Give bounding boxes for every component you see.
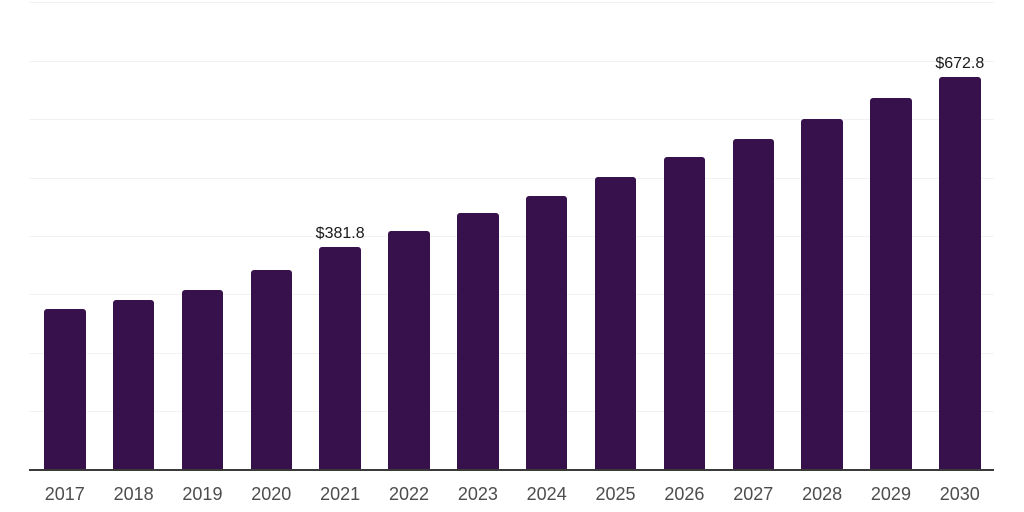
x-tick-label: 2030: [939, 484, 980, 504]
x-axis-line: [29, 469, 994, 471]
bar-2019: [181, 290, 224, 470]
bar-2020: [250, 270, 293, 470]
x-tick-label: 2028: [802, 484, 843, 504]
x-tick-label: 2026: [664, 484, 705, 504]
bar-2024: [525, 195, 568, 470]
x-tick-label: 2023: [457, 484, 498, 504]
bar-2023: [457, 213, 499, 470]
bar-2018: [112, 299, 155, 470]
x-tick-label: 2027: [733, 484, 774, 504]
bar-2027: [732, 138, 774, 470]
gridline: [29, 119, 994, 121]
gridline: [29, 411, 994, 413]
bar-2017: [44, 308, 86, 470]
bar-value-label: $381.8: [315, 224, 365, 242]
x-tick-label: 2022: [388, 484, 430, 504]
bar-2026: [663, 156, 706, 470]
gridline: [29, 177, 994, 179]
x-tick-label: 2017: [44, 484, 85, 504]
bar-2030: [939, 76, 981, 470]
gridline: [29, 2, 994, 4]
gridline: [29, 60, 994, 62]
x-tick-label: 2019: [182, 484, 223, 504]
bar-2028: [801, 118, 843, 470]
x-tick-label: 2025: [595, 484, 636, 504]
x-tick-label: 2018: [113, 484, 154, 504]
bar-2021: [319, 246, 361, 470]
bar-2029: [870, 98, 912, 470]
gridline: [29, 352, 994, 354]
bar-value-label: $672.8: [935, 54, 985, 72]
gridline: [29, 235, 994, 237]
gridline: [29, 294, 994, 296]
bar-2022: [388, 230, 430, 470]
x-tick-label: 2024: [526, 484, 567, 504]
x-tick-label: 2021: [320, 484, 361, 504]
bar-2025: [594, 176, 637, 470]
x-tick-label: 2029: [870, 484, 911, 504]
x-tick-label: 2020: [251, 484, 292, 504]
